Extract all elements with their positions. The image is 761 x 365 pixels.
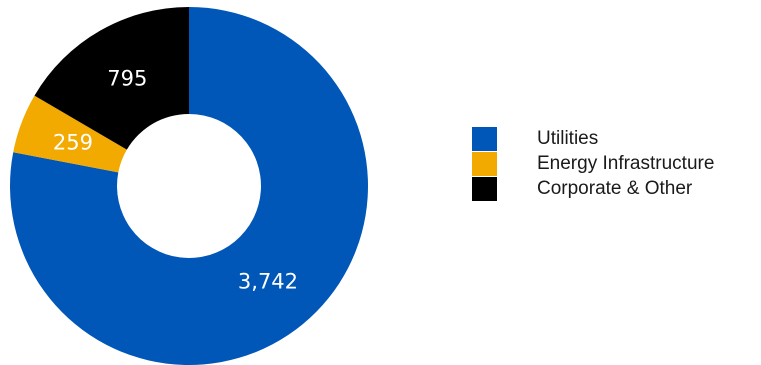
slice-value-label-corporate-other: 795: [107, 66, 147, 90]
legend-swatch-utilities: [472, 127, 497, 151]
legend-label-utilities: Utilities: [537, 128, 598, 150]
slice-value-label-energy-infrastructure: 259: [53, 130, 93, 154]
donut-slices: [10, 7, 368, 365]
legend-label-energy-infrastructure: Energy Infrastructure: [537, 153, 714, 175]
chart-legend: Utilities Energy Infrastructure Corporat…: [472, 126, 714, 201]
legend-swatch-energy-infrastructure: [472, 152, 497, 176]
legend-item-corporate-other: Corporate & Other: [472, 176, 714, 201]
legend-item-energy-infrastructure: Energy Infrastructure: [472, 151, 714, 176]
slice-value-label-utilities: 3,742: [238, 270, 298, 294]
legend-item-utilities: Utilities: [472, 126, 714, 151]
legend-label-corporate-other: Corporate & Other: [537, 178, 692, 200]
legend-swatch-corporate-other: [472, 177, 497, 201]
